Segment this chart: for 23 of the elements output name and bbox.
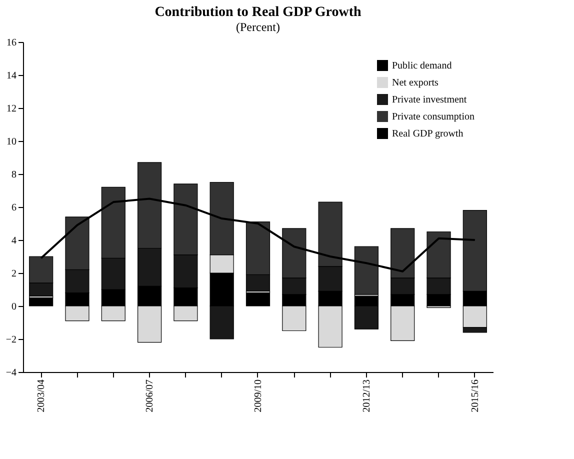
x-tick-label: 2012/13	[361, 380, 372, 412]
y-tick-label: 2	[12, 268, 16, 280]
y-tick-label: −2	[6, 334, 16, 346]
y-tick-label: 12	[6, 104, 16, 114]
legend-label: Real GDP growth	[392, 128, 464, 140]
chart-subtitle: (Percent)	[236, 20, 280, 34]
x-tick-label: 2003/04	[36, 380, 48, 412]
x-tick-label: 2006/07	[144, 380, 156, 412]
legend-label: Private consumption	[392, 112, 474, 122]
y-tick-label: 8	[12, 170, 16, 180]
legend-label: Net exports	[392, 78, 438, 88]
x-tick-label: 2015/16	[470, 380, 481, 412]
y-tick-label: 14	[6, 70, 16, 82]
legend-label: Private investment	[392, 94, 467, 106]
legend-label: Public demand	[392, 60, 452, 72]
chart-title: Contribution to Real GDP Growth	[154, 5, 362, 20]
y-tick-label: 4	[12, 236, 16, 246]
y-tick-label: 0	[12, 302, 16, 312]
y-tick-label: −4	[6, 368, 16, 378]
y-tick-label: 16	[6, 38, 16, 48]
y-tick-label: 6	[12, 202, 16, 214]
x-tick-label: 2009/10	[253, 380, 264, 412]
y-tick-label: 10	[6, 136, 16, 148]
